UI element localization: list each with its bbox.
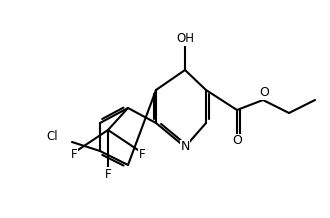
Text: F: F [139, 148, 145, 160]
Text: F: F [71, 148, 77, 160]
Text: Cl: Cl [47, 129, 58, 143]
Text: N: N [180, 140, 190, 153]
Text: OH: OH [176, 32, 194, 46]
Text: O: O [259, 87, 269, 99]
Text: F: F [105, 167, 111, 181]
Text: O: O [232, 135, 242, 148]
